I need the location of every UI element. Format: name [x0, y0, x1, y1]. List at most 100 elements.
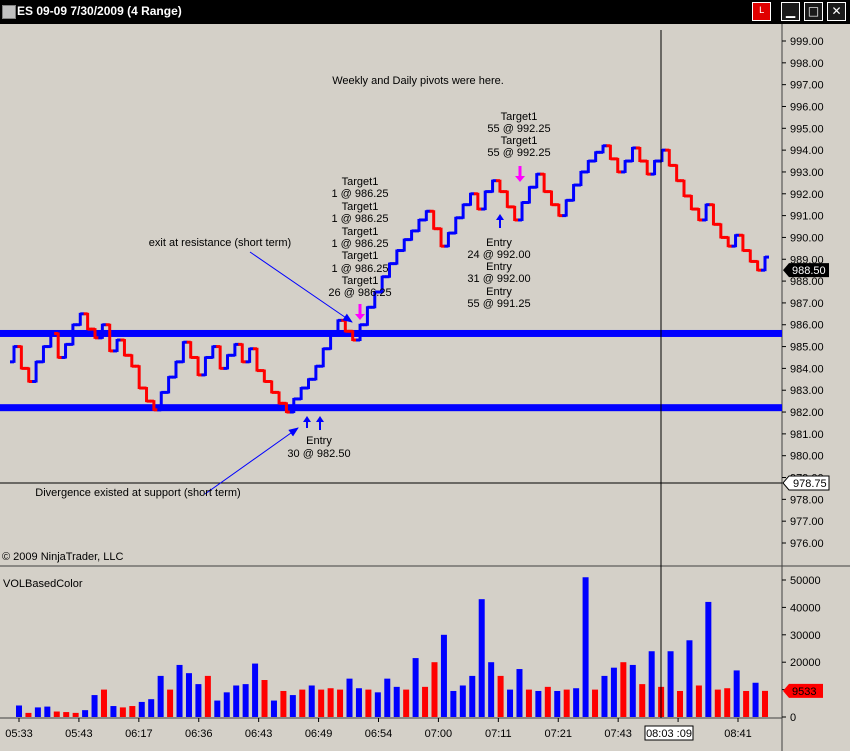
divergence-annotation-arrow [204, 427, 299, 495]
last-price-marker: 988.50 [783, 263, 829, 278]
price-bar [238, 342, 247, 364]
price-bar [149, 399, 158, 412]
price-bar [201, 355, 210, 377]
volume-tick-label: 30000 [790, 630, 821, 642]
svg-text:31 @ 992.00: 31 @ 992.00 [467, 273, 530, 285]
price-bar [267, 379, 276, 394]
price-bar [753, 259, 762, 272]
svg-text:24 @ 992.00: 24 @ 992.00 [467, 249, 530, 261]
volume-bar [308, 685, 315, 717]
volume-bar [629, 664, 636, 717]
price-tick-label: 982.00 [790, 407, 824, 419]
minimize-button[interactable]: ▁ [781, 2, 800, 21]
volume-bar [63, 712, 70, 717]
volume-bar [431, 662, 438, 717]
price-tick-label: 983.00 [790, 385, 824, 397]
price-bar [540, 172, 549, 194]
volume-bar [639, 684, 646, 717]
svg-text:1 @ 986.25: 1 @ 986.25 [331, 188, 388, 200]
volume-bar [610, 667, 617, 717]
price-bar [76, 312, 85, 327]
time-tick-label: 07:00 [425, 728, 453, 740]
volume-bar [280, 690, 287, 717]
price-bar [216, 345, 225, 370]
price-bar [473, 192, 482, 211]
svg-text:55 @ 991.25: 55 @ 991.25 [467, 298, 530, 310]
price-bar [289, 397, 298, 414]
price-bar [422, 209, 431, 222]
volume-bar [601, 675, 608, 717]
window-title: ES 09-09 7/30/2009 (4 Range) [17, 4, 182, 18]
price-bar [400, 238, 409, 253]
svg-text:Target1: Target1 [501, 111, 538, 123]
volume-bar [752, 682, 759, 717]
volume-bar [620, 662, 627, 717]
time-tick-label: 06:17 [125, 728, 153, 740]
volume-bar [204, 675, 211, 717]
volume-bars [16, 577, 768, 717]
entry2-label: Entry 24 @ 992.00 Entry 31 @ 992.00 Entr… [467, 237, 530, 310]
volume-bar [714, 689, 721, 717]
exit-annotation-arrow [249, 251, 353, 323]
price-bar [61, 342, 70, 359]
link-button[interactable]: L [752, 2, 771, 21]
support-line[interactable] [0, 404, 782, 412]
price-bar [510, 205, 519, 222]
entry1-label: Entry 30 @ 982.50 [287, 435, 350, 460]
price-bar [142, 386, 151, 403]
volume-bar [412, 658, 419, 717]
exit-marker-1[interactable] [355, 304, 365, 320]
price-bar [437, 227, 446, 248]
time-tick-label: 05:43 [65, 728, 93, 740]
price-tick-label: 990.00 [790, 232, 824, 244]
exit-marker-2[interactable] [515, 166, 525, 182]
entry-marker-2[interactable] [496, 214, 504, 228]
svg-text:Target1: Target1 [501, 135, 538, 147]
price-tick-label: 998.00 [790, 58, 824, 70]
volume-bar [393, 686, 400, 717]
price-tick-label: 996.00 [790, 101, 824, 113]
svg-text:978.75: 978.75 [793, 478, 827, 490]
price-bar [54, 331, 63, 359]
volume-bar [497, 675, 504, 717]
volume-bar [535, 690, 542, 717]
volume-bar [176, 664, 183, 717]
volume-bar [743, 690, 750, 717]
price-bar [429, 209, 438, 231]
price-bar [599, 144, 608, 154]
price-bar [120, 338, 129, 357]
title-bar[interactable]: ES 09-09 7/30/2009 (4 Range) L ▁ □ ✕ [0, 0, 850, 24]
volume-bar [100, 689, 107, 717]
price-bar [665, 148, 674, 167]
entry-marker-1[interactable] [303, 416, 324, 430]
time-axis: 05:33 05:43 06:17 06:36 06:43 06:49 06:54 07:00… [5, 718, 752, 740]
price-bar [127, 353, 136, 368]
price-bar [157, 390, 166, 412]
price-tick-label: 995.00 [790, 123, 824, 135]
price-axis: 999.00 998.00 997.00 996.00 995.00 994.00 993.… [782, 36, 824, 550]
price-bar [576, 170, 585, 187]
price-bar [584, 159, 593, 174]
resistance-line[interactable] [0, 329, 782, 337]
svg-text:Target1: Target1 [342, 201, 379, 213]
price-bar [32, 360, 41, 383]
volume-bar [422, 686, 429, 717]
targets2-label: Target1 55 @ 992.25 Target1 55 @ 992.25 [487, 111, 550, 159]
time-tick-label: 07:43 [604, 728, 632, 740]
price-bar [297, 386, 306, 401]
price-bar [414, 218, 423, 233]
volume-bar [148, 699, 155, 717]
price-bar [716, 222, 725, 239]
price-bar [98, 323, 107, 340]
price-bar [672, 163, 681, 183]
chart-canvas[interactable]: 999.00 998.00 997.00 996.00 995.00 994.00 993.… [0, 24, 850, 751]
volume-bar [695, 685, 702, 717]
price-bar [90, 327, 99, 340]
volume-bar [119, 707, 126, 717]
price-bar [606, 144, 615, 161]
close-button[interactable]: ✕ [827, 2, 846, 21]
volume-bar [507, 689, 514, 717]
volume-bar [289, 695, 296, 717]
maximize-button[interactable]: □ [804, 2, 823, 21]
